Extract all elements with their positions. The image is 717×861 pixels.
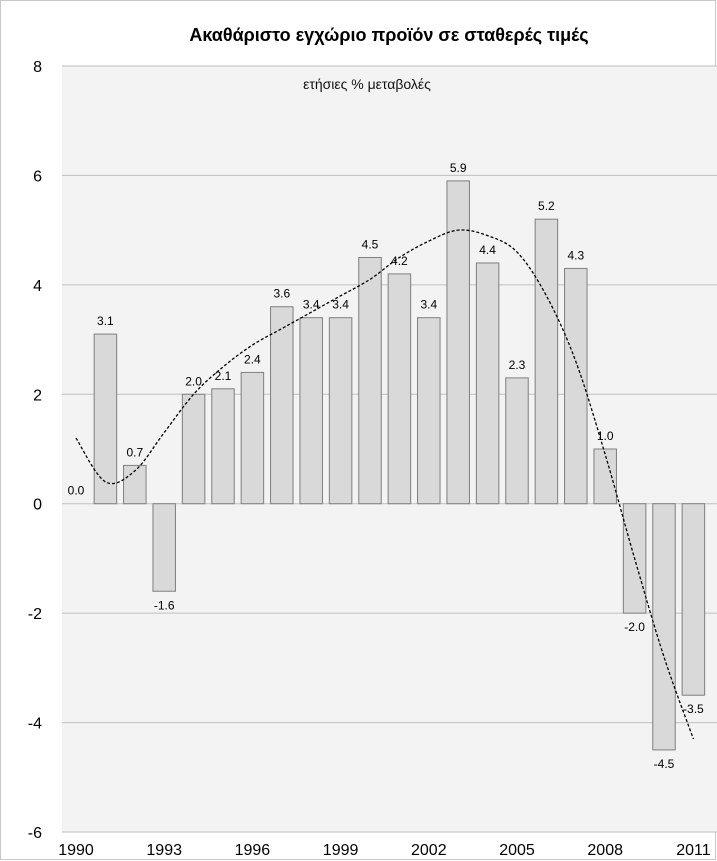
bar [387, 273, 412, 505]
x-tick-label: 1996 [235, 842, 271, 859]
bar [505, 377, 529, 505]
bar [299, 317, 323, 505]
y-tick-label: 4 [33, 278, 42, 295]
x-tick-label: 1999 [323, 842, 359, 859]
chart-title: Ακαθάριστο εγχώριο προϊόν σε σταθερές τι… [189, 25, 588, 45]
data-label: -1.6 [154, 598, 175, 612]
data-label: -3.5 [683, 702, 704, 716]
data-label: 5.9 [450, 161, 467, 175]
bar [358, 257, 382, 505]
bar [593, 448, 617, 505]
bar [681, 503, 706, 696]
y-tick-label: 2 [33, 387, 42, 404]
bar [152, 503, 176, 592]
data-label: 4.4 [479, 243, 496, 257]
x-tick-label: 1990 [58, 842, 94, 859]
y-tick-label: -4 [28, 716, 42, 733]
data-label: 3.6 [273, 287, 290, 301]
data-label: 2.4 [244, 352, 261, 366]
y-tick-label: -6 [28, 825, 42, 842]
bar [270, 306, 294, 505]
data-label: 2.0 [185, 374, 202, 388]
x-tick-label: 1993 [146, 842, 182, 859]
y-tick-label: 8 [33, 59, 42, 76]
data-label: 3.1 [97, 314, 114, 328]
data-label: 2.3 [509, 358, 526, 372]
data-label: -2.0 [624, 620, 645, 634]
bar [446, 180, 470, 505]
trendline [75, 229, 695, 740]
data-label: 5.2 [538, 199, 555, 213]
data-labels: 0.0 3.1 0.7 -1.6 2.0 2.1 2.4 3.6 3.4 3.4 4.5 4.2 3.4… [68, 161, 704, 771]
data-label: 3.4 [420, 298, 437, 312]
data-label: 0.0 [68, 484, 85, 498]
x-tick-label: 2005 [499, 842, 535, 859]
data-label: 4.5 [362, 238, 379, 252]
x-axis-ticks: 1990 1993 1996 1999 2002 2005 2008 2011 [58, 842, 711, 859]
data-label: 2.1 [215, 369, 232, 383]
data-label: 4.3 [567, 248, 584, 262]
x-tick-label: 2011 [676, 842, 711, 859]
y-tick-label: -2 [28, 606, 42, 623]
bar [240, 371, 265, 505]
bar [652, 503, 676, 751]
y-axis-ticks: 8 6 4 2 0 -2 -4 -6 [28, 59, 42, 842]
bar [564, 267, 588, 505]
bar [475, 262, 500, 505]
bar [534, 218, 559, 505]
chart-subtitle: ετήσιες % μεταβολές [303, 76, 431, 92]
bar [328, 317, 353, 505]
x-tick-label: 2002 [411, 842, 447, 859]
x-tick-label: 2008 [587, 842, 623, 859]
y-tick-label: 6 [33, 168, 42, 185]
bar [93, 333, 118, 505]
bar [181, 393, 206, 505]
bars [93, 180, 706, 751]
data-label: 3.4 [303, 298, 320, 312]
bar [123, 464, 147, 505]
y-tick-label: 0 [33, 497, 42, 514]
data-label: -4.5 [654, 757, 675, 771]
data-label: 0.7 [126, 445, 143, 459]
bar [211, 388, 235, 505]
data-label: 4.2 [391, 254, 408, 268]
bar [417, 317, 441, 505]
data-label: 3.4 [332, 298, 349, 312]
data-label: 1.0 [597, 429, 614, 443]
